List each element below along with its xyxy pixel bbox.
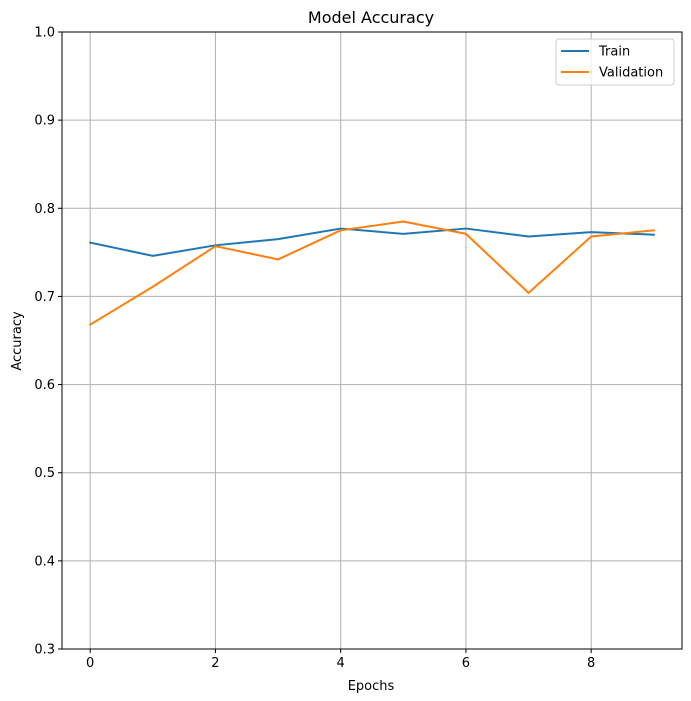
y-tick-label: 0.7 [34,290,55,305]
y-tick-label: 0.9 [34,114,55,129]
plot-frame [61,31,683,650]
train-series-line [88,227,655,257]
y-axis-label: Accuracy [10,311,25,371]
x-tick-label: 8 [587,656,595,671]
x-tick-label: 2 [211,656,219,671]
x-axis-label: Epochs [348,679,395,694]
legend-label-validation: Validation [599,66,663,81]
x-tick-label: 0 [86,656,94,671]
y-tick-label: 0.4 [34,554,55,569]
y-tick-label: 1.0 [34,26,55,41]
y-tick-label: 0.5 [34,466,55,481]
validation-series-line [88,220,655,327]
x-tick-label: 4 [337,656,345,671]
legend: Train Validation [555,38,675,86]
x-tick-label: 6 [462,656,470,671]
series-lines [88,220,655,327]
y-tick-label: 0.8 [34,202,55,217]
chart-title: Model Accuracy [308,8,434,27]
y-tick-label: 0.3 [34,643,55,658]
axis-ticks: 0 2 4 6 8 0.3 0.4 0.5 0.6 0.7 0.8 0.9 1.0 [34,26,595,672]
y-tick-label: 0.6 [34,378,55,393]
legend-label-train: Train [598,45,630,60]
